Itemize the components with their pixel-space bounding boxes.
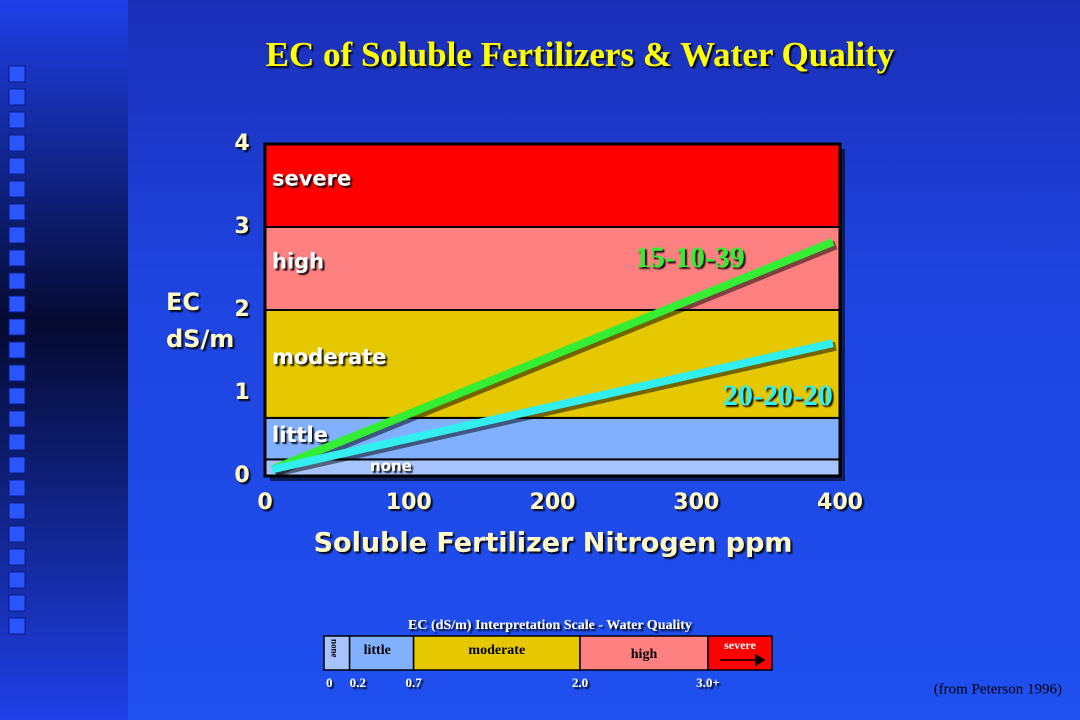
side-square (8, 548, 26, 566)
series-label: 15-10-39 (635, 241, 745, 274)
scale-tick-label: 2.0 (572, 675, 588, 690)
x-tick-label: 100 (386, 490, 432, 515)
side-square (8, 65, 26, 83)
side-square (8, 617, 26, 635)
scale-chart: EC (dS/m) Interpretation Scale - Water Q… (323, 618, 773, 690)
scale-tick-label: 3.0+ (696, 675, 720, 690)
x-tick-label: 0 (257, 490, 272, 515)
scale-title: EC (dS/m) Interpretation Scale - Water Q… (408, 618, 692, 633)
x-axis-label: Soluble Fertilizer Nitrogen ppm (314, 528, 793, 559)
segment-arrow (720, 653, 766, 667)
scale-segment (348, 635, 415, 671)
band-label: high (272, 250, 324, 274)
x-tick-label: 400 (817, 490, 863, 515)
segment-label: high (631, 647, 658, 662)
segment-label: little (364, 643, 391, 658)
segment-label: none (330, 639, 340, 658)
side-square (8, 364, 26, 382)
x-tick-label: 200 (530, 490, 576, 515)
side-square (8, 249, 26, 267)
side-square (8, 203, 26, 221)
side-square (8, 226, 26, 244)
y-tick-label: 3 (234, 214, 249, 239)
side-panel (0, 0, 128, 720)
band (264, 226, 841, 311)
y-tick-label: 4 (234, 131, 249, 156)
band-label: little (272, 423, 328, 447)
side-square (8, 433, 26, 451)
scale-segment (579, 635, 709, 671)
side-square (8, 272, 26, 290)
side-square (8, 180, 26, 198)
side-square (8, 341, 26, 359)
series-line (270, 238, 835, 474)
side-square (8, 88, 26, 106)
side-square (8, 111, 26, 129)
slide-title: EC of Soluble Fertilizers & Water Qualit… (266, 35, 895, 74)
scale-segment (707, 635, 773, 671)
side-squares (8, 65, 26, 635)
y-tick-label: 0 (234, 463, 249, 488)
side-square (8, 479, 26, 497)
band-label: none (370, 457, 412, 475)
x-tick-label: 300 (673, 490, 719, 515)
y-tick-label: 1 (234, 380, 249, 405)
segment-label: severe (724, 638, 756, 652)
scale-tick-label: 0 (326, 675, 333, 690)
side-square (8, 456, 26, 474)
side-square (8, 387, 26, 405)
y-axis-label: EC (166, 288, 200, 316)
side-square (8, 157, 26, 175)
side-square (8, 502, 26, 520)
chart: none little moderate high severe 15-10-39 20-2… (166, 131, 863, 559)
series-label: 20-20-20 (723, 379, 833, 412)
series-line (271, 339, 834, 474)
source-note: (from Peterson 1996) (934, 681, 1062, 697)
y-axis-label: dS/m (166, 325, 234, 353)
y-tick-label: 2 (234, 297, 249, 322)
side-square (8, 571, 26, 589)
side-square (8, 594, 26, 612)
scale-tick-label: 0.2 (350, 675, 366, 690)
scale-tick-label: 0.7 (405, 675, 422, 690)
band-label: moderate (272, 345, 386, 369)
side-square (8, 318, 26, 336)
plot-border (263, 142, 842, 478)
side-square (8, 410, 26, 428)
side-square (8, 134, 26, 152)
band-label: severe (272, 167, 351, 191)
side-square (8, 525, 26, 543)
band (264, 458, 841, 477)
side-square (8, 295, 26, 313)
segment-label: moderate (468, 643, 525, 658)
